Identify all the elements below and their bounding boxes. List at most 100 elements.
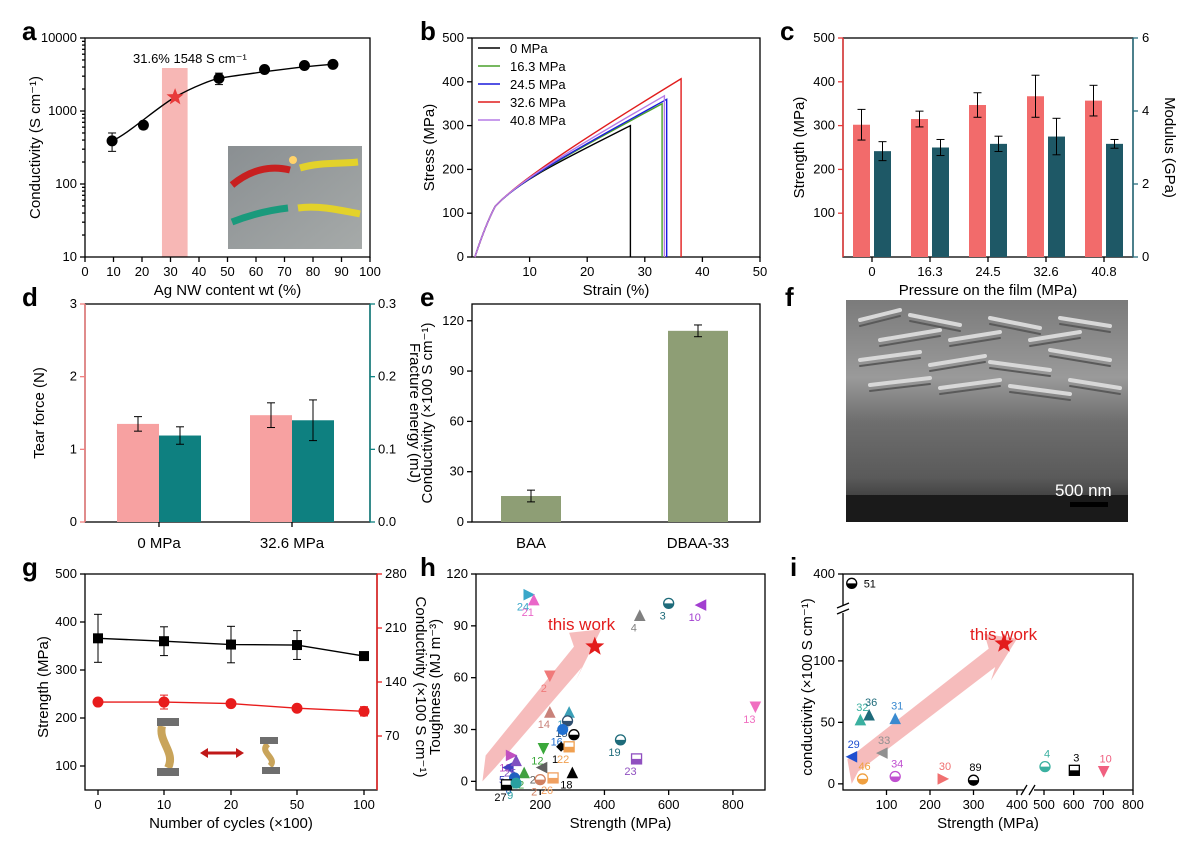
y2-tick-label-c: 6: [1142, 30, 1149, 45]
y-tick-label-e: 120: [442, 313, 464, 328]
y-break-mark: [836, 608, 850, 615]
strength-point-g: [226, 639, 236, 650]
nanowire-strand-shadow: [1069, 385, 1121, 395]
x-tick-label-g: 100: [353, 797, 375, 812]
point-label-i: 46: [858, 761, 870, 773]
literature-point-h: [518, 766, 530, 779]
data-point-a: [106, 135, 118, 147]
nanowire-strand: [858, 308, 902, 322]
x-tick-label-a: 20: [135, 264, 149, 279]
point-label-h: 2: [541, 683, 547, 695]
y2-tick-label-g: 210: [385, 620, 407, 635]
flat-film-illustration: [157, 725, 174, 770]
strength-bar: [853, 124, 870, 257]
y-tick-label-a: 1000: [48, 103, 77, 118]
red-clip-photo: [229, 164, 291, 188]
yellow-clip-photo-2: [297, 203, 361, 218]
point-label-i: 36: [865, 697, 877, 709]
literature-point-i-fill: [968, 780, 979, 786]
y-axis-label-b: Stress (MPa): [421, 104, 438, 192]
y-break-gap: [837, 605, 849, 613]
axes-frame-h: [475, 573, 766, 791]
double-arrow-head-right: [236, 748, 244, 758]
point-label-h: 14: [538, 719, 550, 731]
literature-point-h: [523, 588, 536, 601]
x-break-gap: [1024, 785, 1034, 795]
x-tick-label-i: 100: [876, 797, 898, 812]
strength-point-g: [292, 640, 302, 651]
y-tick-label-d: 1: [70, 441, 77, 456]
literature-point-h-fill: [535, 779, 546, 785]
x-tick-label-i: 200: [919, 797, 941, 812]
literature-point-h: [749, 701, 762, 714]
nanowire-strand-shadow: [869, 383, 931, 392]
x-tick-label-h: 800: [722, 797, 744, 812]
x-tick-label-a: 40: [192, 264, 206, 279]
scale-bar-label: 500 nm: [1055, 481, 1112, 500]
literature-point-h: [505, 749, 518, 762]
stress-strain-curve: [474, 98, 668, 258]
point-label-h: 12: [531, 756, 543, 768]
strength-point-g: [359, 651, 369, 662]
nanowire-strand: [1068, 378, 1122, 390]
x-tick-label-i: 400: [1006, 797, 1028, 812]
nanowire-strand-shadow: [989, 323, 1041, 335]
y2-axis-label-d: Fracture energy (mJ): [406, 343, 423, 483]
fracture-energy-bar: [159, 435, 201, 522]
nanowire-strand-shadow: [909, 320, 961, 332]
conductivity-point-g: [92, 696, 104, 708]
y-tick-label-c: 100: [813, 205, 835, 220]
data-point-a: [137, 119, 149, 131]
y-tick-label-g: 100: [55, 758, 77, 773]
panel-label-b: b: [420, 16, 436, 46]
y-tick-label-i: 100: [813, 653, 835, 668]
y-tick-label-h: 120: [446, 566, 468, 581]
x-tick-label-b: 20: [580, 264, 594, 279]
panel-label-d: d: [22, 282, 38, 312]
nanowire-strand: [878, 328, 942, 342]
literature-point-h: [535, 761, 548, 774]
y-axis-label-g: Strength (MPa): [35, 636, 52, 738]
trend-arrow-h: [482, 629, 602, 782]
point-label-i: 34: [891, 758, 903, 770]
clamp-top-1: [157, 718, 179, 726]
panel-label-i: i: [790, 552, 797, 582]
modulus-bar: [932, 147, 949, 257]
y-axis-label-e: Conductivity (×100 S cm⁻¹): [419, 323, 436, 504]
clamp-bottom-2: [262, 767, 280, 774]
point-label-h: 9: [507, 790, 513, 802]
y-tick-label-g: 200: [55, 710, 77, 725]
conductivity-point-g: [291, 702, 303, 714]
y-tick-label-c: 200: [813, 161, 835, 176]
y-tick-label-g: 500: [55, 566, 77, 581]
y2-tick-label-d: 0.0: [378, 514, 396, 529]
point-label-h: 13: [743, 714, 755, 726]
y2-tick-label-g: 70: [385, 728, 399, 743]
data-point-a: [259, 64, 271, 76]
nanowire-strand: [908, 313, 962, 327]
data-point-a: [327, 58, 339, 70]
literature-point-i: [845, 750, 858, 763]
stress-strain-curve: [474, 77, 682, 258]
y-axis-label-h: Toughness (MJ m⁻³): [427, 619, 444, 755]
led-glow-photo: [289, 156, 297, 164]
y-tick-label-d: 2: [70, 369, 77, 384]
y-tick-label-h: 0: [461, 773, 468, 788]
literature-point-h-fill: [631, 758, 642, 764]
x-tick-label-g: 0: [94, 797, 101, 812]
stress-strain-curve: [474, 124, 632, 258]
y-tick-label-e: 60: [450, 413, 464, 428]
x-tick-label-i: 500: [1033, 797, 1055, 812]
nanowire-strand: [858, 350, 922, 362]
axes-frame-g: [84, 573, 378, 791]
point-label-h: 22: [557, 754, 569, 766]
y2-tick-label-d: 0.2: [378, 369, 396, 384]
y-axis-label-a: Conductivity (S cm⁻¹): [27, 76, 44, 219]
nanowire-strand-shadow: [859, 315, 901, 327]
point-label-i: 89: [969, 762, 981, 774]
panel-label-f: f: [785, 282, 794, 312]
literature-point-i-fill: [857, 778, 868, 784]
point-label-i: 4: [1044, 749, 1050, 761]
nanowire-strand: [1028, 330, 1082, 342]
x-tick-label-a: 10: [106, 264, 120, 279]
